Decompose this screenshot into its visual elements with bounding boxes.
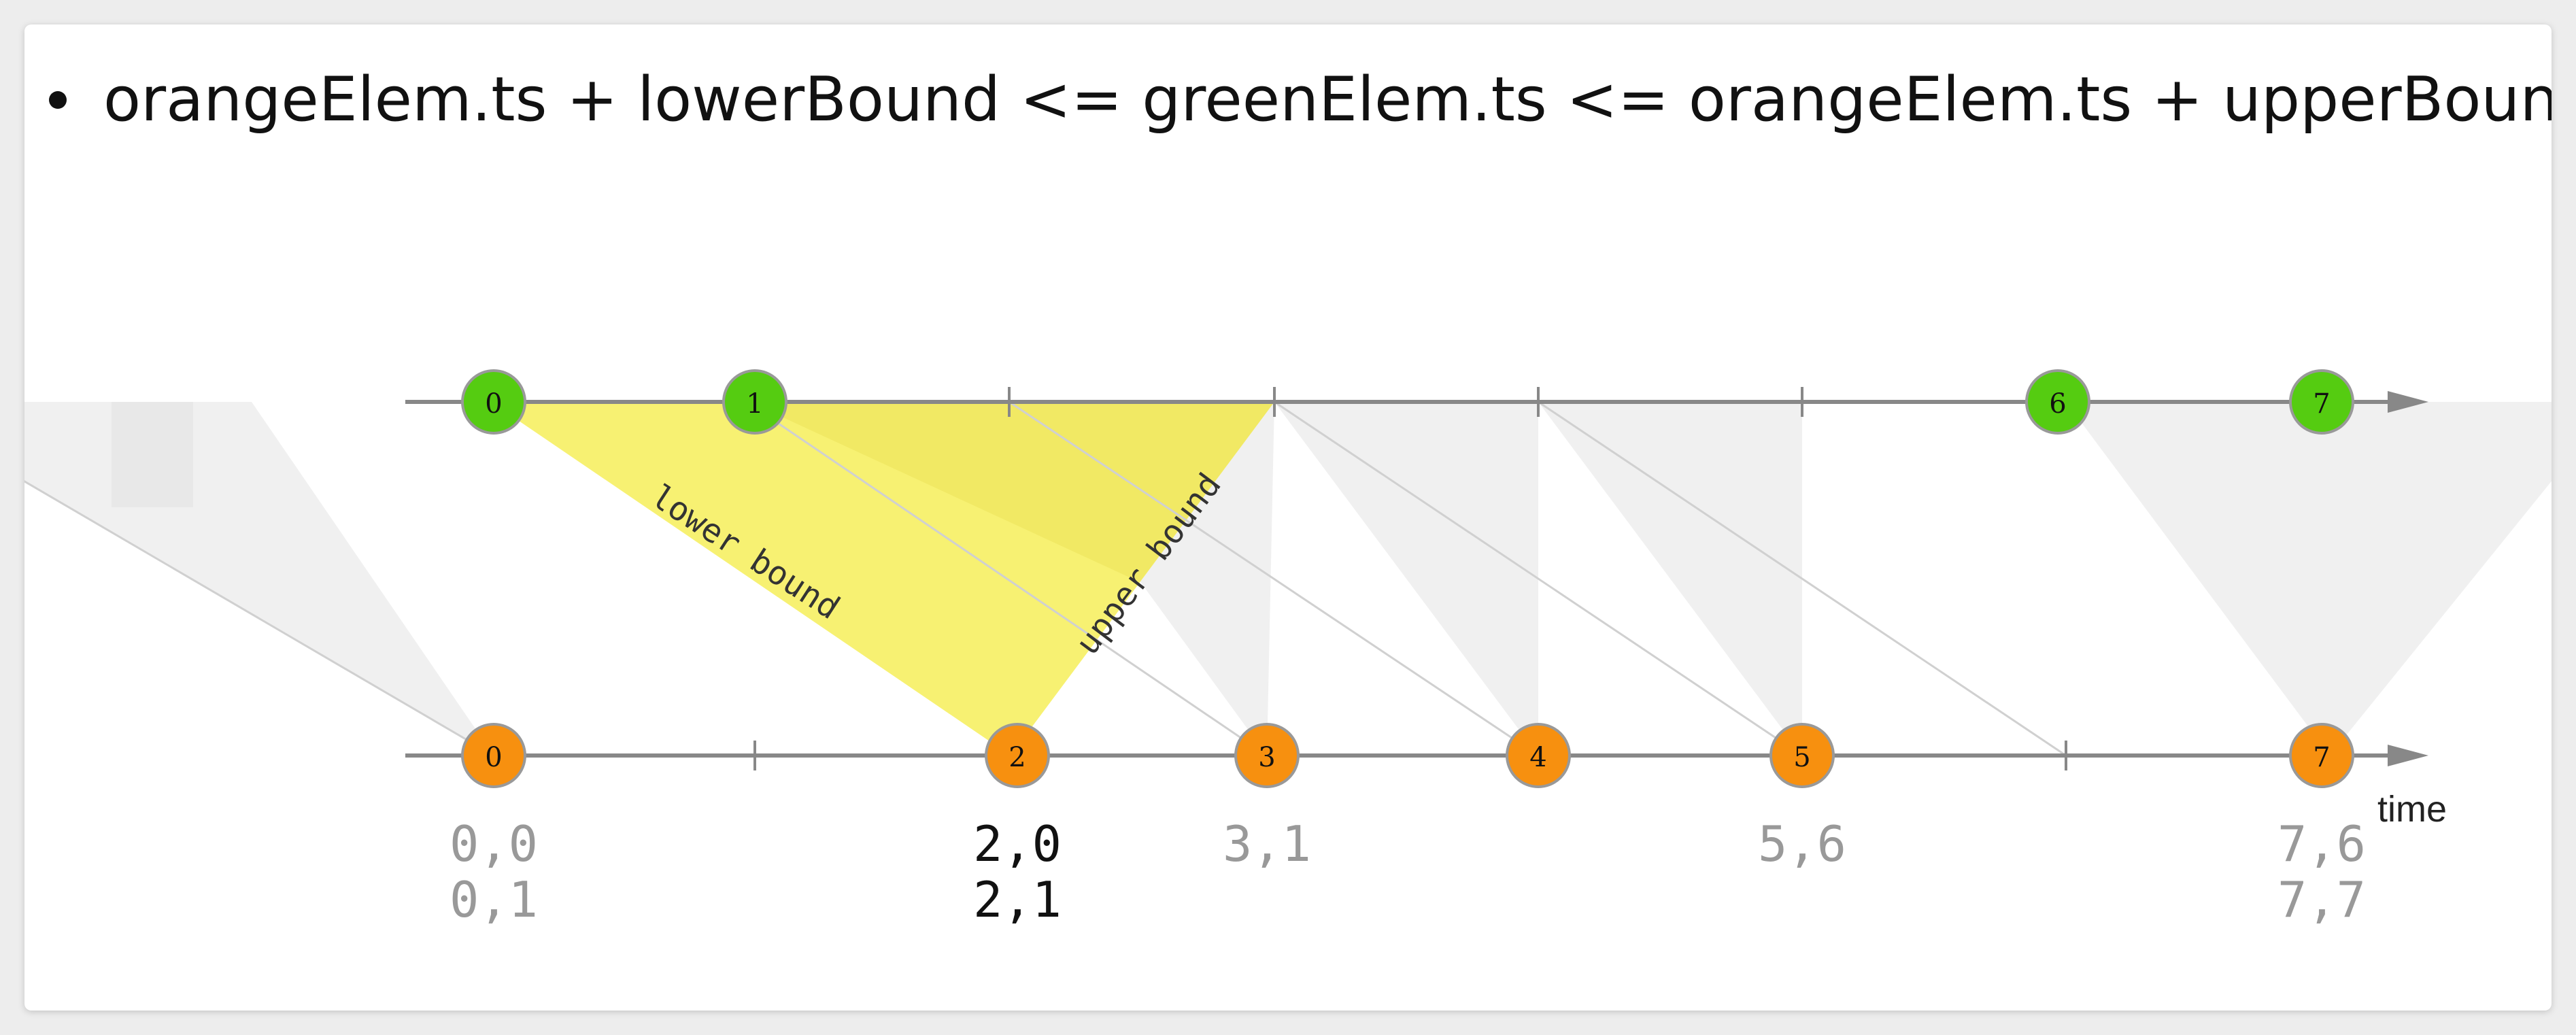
orange-element: 0 — [461, 723, 526, 788]
bullet-item: orangeElem.ts + lowerBound <= greenElem.… — [49, 64, 2552, 135]
join-result: 7,6 — [2277, 815, 2366, 872]
slide: orangeElem.ts + lowerBound <= greenElem.… — [24, 24, 2552, 1011]
orange-element-label: 4 — [1529, 742, 1546, 773]
join-result: 2,1 — [973, 871, 1062, 928]
window-left-band — [112, 402, 193, 507]
join-window-orange-7 — [2066, 402, 2552, 756]
orange-stream-axis — [405, 741, 2428, 770]
join-window-orange-0 — [24, 402, 494, 756]
green-element-label: 0 — [485, 388, 502, 420]
bullet-text: orangeElem.ts + lowerBound <= greenElem.… — [103, 64, 2552, 135]
orange-axis-arrow-icon — [2388, 745, 2428, 766]
orange-element-label: 0 — [485, 742, 502, 773]
join-result: 5,6 — [1758, 815, 1846, 872]
green-element-label: 1 — [746, 388, 763, 420]
orange-element: 2 — [985, 723, 1050, 788]
orange-element: 5 — [1769, 723, 1835, 788]
join-window-orange-5 — [1538, 402, 1802, 756]
green-element: 1 — [722, 369, 787, 435]
orange-element: 3 — [1234, 723, 1300, 788]
green-stream: 0 1 6 7 — [461, 369, 2354, 435]
bullet-dot-icon — [49, 90, 67, 109]
join-result: 3,1 — [1223, 815, 1311, 872]
interval-join-diagram: lower bound upper bound 0 1 6 7 — [24, 369, 2552, 928]
green-element-label: 6 — [2049, 388, 2066, 420]
join-window-highlighted — [491, 402, 1274, 756]
join-window-orange-4 — [1274, 402, 1538, 756]
window-guides — [24, 401, 2067, 757]
orange-element-label: 7 — [2313, 742, 2330, 773]
orange-element-label: 5 — [1793, 742, 1810, 773]
join-result: 7,7 — [2277, 871, 2366, 928]
orange-element-label: 3 — [1258, 742, 1275, 773]
green-element-label: 7 — [2313, 388, 2330, 420]
join-results: 0,0 0,1 2,0 2,1 3,1 5,6 7,6 7,7 — [450, 815, 2366, 928]
join-window-highlighted-shade — [749, 402, 1274, 582]
join-result: 0,0 — [450, 815, 538, 872]
join-result: 2,0 — [973, 815, 1062, 872]
join-windows — [24, 402, 2552, 756]
join-result: 0,1 — [450, 871, 538, 928]
green-axis-arrow-icon — [2388, 391, 2428, 413]
time-axis-label: time — [2377, 789, 2447, 830]
green-element: 0 — [461, 369, 526, 435]
orange-element: 4 — [1506, 723, 1571, 788]
orange-element-label: 2 — [1009, 742, 1026, 773]
orange-stream: 0 2 3 4 5 7 — [461, 723, 2354, 788]
green-element: 6 — [2025, 369, 2090, 435]
green-element: 7 — [2289, 369, 2354, 435]
orange-element: 7 — [2289, 723, 2354, 788]
